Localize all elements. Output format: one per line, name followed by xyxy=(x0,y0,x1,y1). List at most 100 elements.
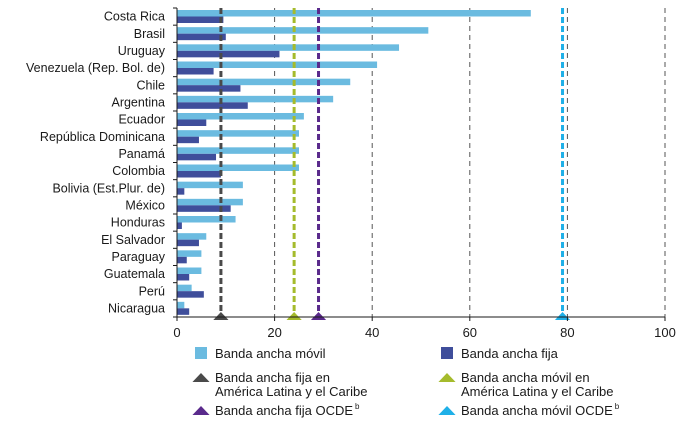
category-label-el-salvador: El Salvador xyxy=(101,233,165,247)
category-label-uruguay: Uruguay xyxy=(118,44,166,58)
legend-banda-ancha-fija-en-america-latina-y-el-caribe-text-line: Banda ancha fija en xyxy=(215,370,330,385)
x-tick-label-20: 20 xyxy=(267,325,281,340)
category-labels: Costa Rica Brasil Uruguay Venezuela (Rep. B… xyxy=(26,10,166,316)
legend-banda-ancha-movil-en-america-latina-y-el-caribe-marker xyxy=(438,373,456,382)
bars xyxy=(177,10,531,315)
legend-banda-ancha-movil-text-line: Banda ancha móvil xyxy=(215,346,326,361)
bar-movil-peru xyxy=(177,284,192,292)
bar-movil-guatemala xyxy=(177,267,202,274)
ref-banda-ancha-movil-ocde-marker xyxy=(554,312,571,320)
bar-movil-chile xyxy=(177,78,351,86)
x-tick-label-100: 100 xyxy=(654,325,676,340)
legend-banda-ancha-fija-ocde: Banda ancha fija OCDE b xyxy=(192,402,360,418)
grid-lines xyxy=(274,8,666,317)
legend-banda-ancha-movil-text: Banda ancha móvil xyxy=(215,346,326,361)
category-label-mexico: México xyxy=(125,198,165,212)
bar-fija-republica-dominicana xyxy=(177,136,199,144)
x-tick-label-80: 80 xyxy=(560,325,574,340)
bar-movil-ecuador xyxy=(177,113,304,120)
legend-banda-ancha-movil-ocde-text-line: Banda ancha móvil OCDE xyxy=(461,403,613,418)
bar-movil-nicaragua xyxy=(177,301,185,309)
legend-banda-ancha-fija-en-america-latina-y-el-caribe-marker xyxy=(192,373,210,382)
bar-fija-bolivia-est-plur-de xyxy=(177,188,185,195)
legend-banda-ancha-fija-ocde-superscript: b xyxy=(355,402,360,411)
ref-banda-ancha-movil-en-america-latina-y-el-caribe-marker xyxy=(286,312,302,320)
bar-movil-honduras xyxy=(177,216,236,223)
legend-banda-ancha-fija-ocde-text: Banda ancha fija OCDE b xyxy=(215,402,360,418)
legend-banda-ancha-fija-ocde-marker xyxy=(192,406,210,415)
bar-fija-panama xyxy=(177,153,217,161)
bar-fija-honduras xyxy=(177,222,182,229)
bar-fija-nicaragua xyxy=(177,308,190,315)
reference-lines xyxy=(213,8,571,320)
bar-fija-brasil xyxy=(177,33,226,41)
bar-fija-el-salvador xyxy=(177,239,199,247)
legend-banda-ancha-movil-ocde-marker xyxy=(438,406,456,415)
bar-movil-brasil xyxy=(177,27,429,34)
bar-fija-mexico xyxy=(177,205,231,212)
legend-banda-ancha-fija-text: Banda ancha fija xyxy=(461,346,559,361)
category-label-ecuador: Ecuador xyxy=(118,113,165,127)
x-tick-label-60: 60 xyxy=(463,325,477,340)
bar-movil-paraguay xyxy=(177,250,202,257)
legend-banda-ancha-movil-en-america-latina-y-el-caribe-text-line: Banda ancha móvil en xyxy=(461,370,590,385)
bar-movil-colombia xyxy=(177,164,299,171)
legend-banda-ancha-fija-swatch xyxy=(441,347,453,359)
bar-movil-bolivia-est-plur-de xyxy=(177,181,243,189)
category-label-venezuela-rep-bol-de: Venezuela (Rep. Bol. de) xyxy=(26,61,165,75)
category-label-honduras: Honduras xyxy=(111,216,165,230)
category-label-costa-rica: Costa Rica xyxy=(104,10,165,24)
category-label-argentina: Argentina xyxy=(111,95,165,109)
legend-banda-ancha-fija-en-america-latina-y-el-caribe-text-line: América Latina y el Caribe xyxy=(215,384,367,399)
category-label-nicaragua: Nicaragua xyxy=(108,301,165,315)
bar-fija-venezuela-rep-bol-de xyxy=(177,68,214,75)
legend-banda-ancha-fija-en-america-latina-y-el-caribe: Banda ancha fija en América Latina y el C… xyxy=(192,370,367,399)
bar-movil-venezuela-rep-bol-de xyxy=(177,61,378,68)
ref-banda-ancha-fija-en-america-latina-y-el-caribe-marker xyxy=(213,312,229,320)
bar-movil-republica-dominicana xyxy=(177,130,299,137)
category-label-peru: Perú xyxy=(139,284,165,298)
legend-banda-ancha-fija: Banda ancha fija xyxy=(441,346,559,361)
bar-fija-colombia xyxy=(177,171,221,178)
legend-banda-ancha-fija-ocde-text-line: Banda ancha fija OCDE xyxy=(215,403,353,418)
category-label-bolivia-est-plur-de: Bolivia (Est.Plur. de) xyxy=(52,181,165,195)
category-label-colombia: Colombia xyxy=(112,164,165,178)
ref-banda-ancha-fija-ocde-marker xyxy=(310,312,327,320)
category-label-paraguay: Paraguay xyxy=(111,250,165,264)
bar-movil-el-salvador xyxy=(177,233,207,240)
x-tick-label-40: 40 xyxy=(365,325,379,340)
category-label-republica-dominicana: República Dominicana xyxy=(40,130,165,144)
bar-movil-uruguay xyxy=(177,44,400,51)
bar-fija-paraguay xyxy=(177,256,187,264)
bar-movil-panama xyxy=(177,147,299,154)
legend-banda-ancha-movil-en-america-latina-y-el-caribe-text-line: América Latina y el Caribe xyxy=(461,384,613,399)
bar-fija-chile xyxy=(177,85,241,92)
bar-fija-guatemala xyxy=(177,274,190,281)
legend-banda-ancha-movil-swatch xyxy=(195,347,207,359)
category-label-brasil: Brasil xyxy=(134,27,165,41)
x-tick-label-0: 0 xyxy=(173,325,180,340)
legend: Banda ancha móvil Banda ancha fija Banda a… xyxy=(192,346,620,418)
axes: 0 20 40 60 80 100 xyxy=(173,7,676,340)
legend-banda-ancha-movil: Banda ancha móvil xyxy=(195,346,326,361)
legend-banda-ancha-fija-en-america-latina-y-el-caribe-text: Banda ancha fija en América Latina y el C… xyxy=(215,370,367,399)
bar-fija-ecuador xyxy=(177,119,207,126)
category-label-guatemala: Guatemala xyxy=(104,267,165,281)
legend-banda-ancha-movil-ocde: Banda ancha móvil OCDE b xyxy=(438,402,620,418)
legend-banda-ancha-movil-ocde-text: Banda ancha móvil OCDE b xyxy=(461,402,620,418)
category-label-chile: Chile xyxy=(137,78,166,92)
bar-fija-uruguay xyxy=(177,50,280,58)
bar-movil-mexico xyxy=(177,198,243,206)
legend-banda-ancha-movil-ocde-superscript: b xyxy=(615,402,620,411)
bar-fija-argentina xyxy=(177,102,248,109)
bar-movil-costa-rica xyxy=(177,10,531,17)
bar-movil-argentina xyxy=(177,95,334,103)
bar-fija-costa-rica xyxy=(177,16,224,23)
legend-banda-ancha-movil-en-america-latina-y-el-caribe-text: Banda ancha móvil en América Latina y el … xyxy=(461,370,613,399)
bar-fija-peru xyxy=(177,291,204,298)
legend-banda-ancha-movil-en-america-latina-y-el-caribe: Banda ancha móvil en América Latina y el … xyxy=(438,370,613,399)
legend-banda-ancha-fija-text-line: Banda ancha fija xyxy=(461,346,559,361)
category-label-panama: Panamá xyxy=(118,147,165,161)
